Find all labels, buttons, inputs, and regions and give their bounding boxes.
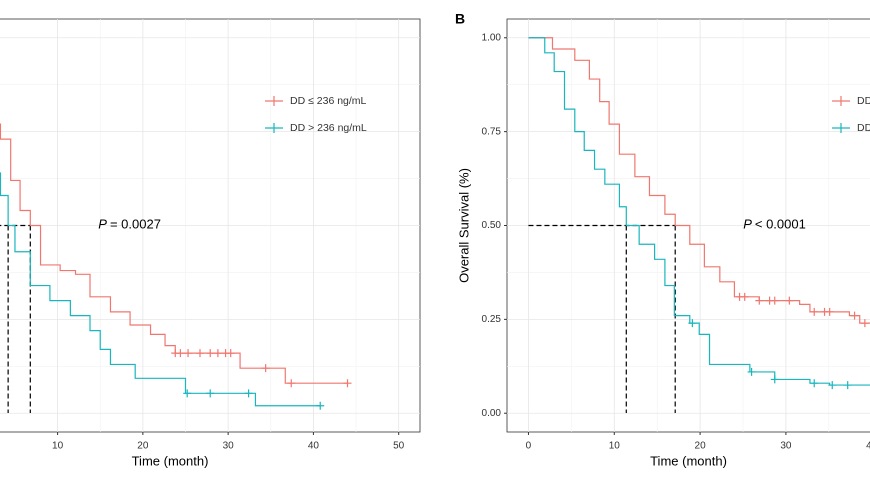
censor-mark (688, 319, 697, 328)
x-tick-label: 30 (780, 441, 792, 452)
censor-mark (244, 389, 253, 398)
legend-key (265, 96, 283, 106)
censor-mark (287, 379, 296, 388)
censor-mark (206, 349, 215, 358)
censor-mark (810, 307, 819, 316)
censor-mark (860, 319, 869, 328)
y-tick-label: 0.25 (482, 314, 502, 325)
x-tick-label: 30 (223, 441, 235, 452)
p-value: P = 0.0027 (98, 217, 161, 232)
panel-label: B (455, 11, 465, 27)
p-text: = 0.0027 (110, 217, 161, 232)
legend-label: DD > 236 ng/mL (857, 122, 870, 134)
censor-mark (316, 401, 325, 410)
censor-mark (226, 349, 235, 358)
legend-label: DD ≤ 236 ng/mL (857, 95, 870, 107)
panel: 0.00 0.25 0.50 0.75 1.00 0 10 20 30 40 Time (month… (455, 11, 870, 468)
y-tick-label: 0.75 (482, 126, 502, 137)
panel: 00.250.50.7511020304050Time (month)DD ≤ … (0, 18, 421, 468)
censor-mark (770, 296, 779, 305)
censor-mark (755, 296, 764, 305)
censor-mark (850, 311, 859, 320)
x-tick-label: 50 (393, 441, 405, 452)
legend-key (832, 123, 850, 133)
survival-curve (528, 37, 870, 324)
censor-mark (213, 349, 222, 358)
x-axis-title: Time (month) (650, 453, 727, 468)
legend-label: DD ≤ 236 ng/mL (290, 95, 367, 107)
censor-mark (825, 307, 834, 316)
x-axis-title: Time (month) (132, 453, 209, 468)
censor-mark (785, 296, 794, 305)
x-tick-label: 20 (137, 441, 149, 452)
x-tick-label: 10 (609, 441, 621, 452)
censor-mark (747, 367, 756, 376)
x-tick-label: 10 (52, 441, 64, 452)
y-tick-label: 0.00 (482, 408, 502, 419)
legend-key (832, 96, 850, 106)
censor-mark (195, 349, 204, 358)
censor-mark (183, 389, 192, 398)
censor-mark (843, 381, 852, 390)
x-tick-label: 0 (526, 441, 532, 452)
censor-mark (740, 292, 749, 301)
legend-key (265, 123, 283, 133)
p-symbol: P (98, 217, 107, 232)
censor-mark (770, 375, 779, 384)
censor-mark (261, 364, 270, 373)
censor-mark (343, 379, 352, 388)
legend-label: DD > 236 ng/mL (290, 122, 367, 134)
y-tick-label: 0.50 (482, 220, 502, 231)
censor-mark (828, 381, 837, 390)
x-tick-label: 40 (866, 441, 870, 452)
p-value: P < 0.0001 (743, 217, 806, 232)
censor-mark (810, 379, 819, 388)
survival-curve (0, 172, 321, 407)
p-text: < 0.0001 (755, 217, 806, 232)
censor-mark (184, 349, 193, 358)
censor-mark (176, 349, 185, 358)
y-tick-label: 1.00 (482, 32, 502, 43)
x-tick-label: 40 (308, 441, 320, 452)
y-axis-title: Overall Survival (%) (456, 168, 471, 283)
x-tick-label: 20 (695, 441, 707, 452)
survival-curve (0, 123, 348, 384)
censor-mark (206, 389, 215, 398)
p-symbol: P (743, 217, 752, 232)
